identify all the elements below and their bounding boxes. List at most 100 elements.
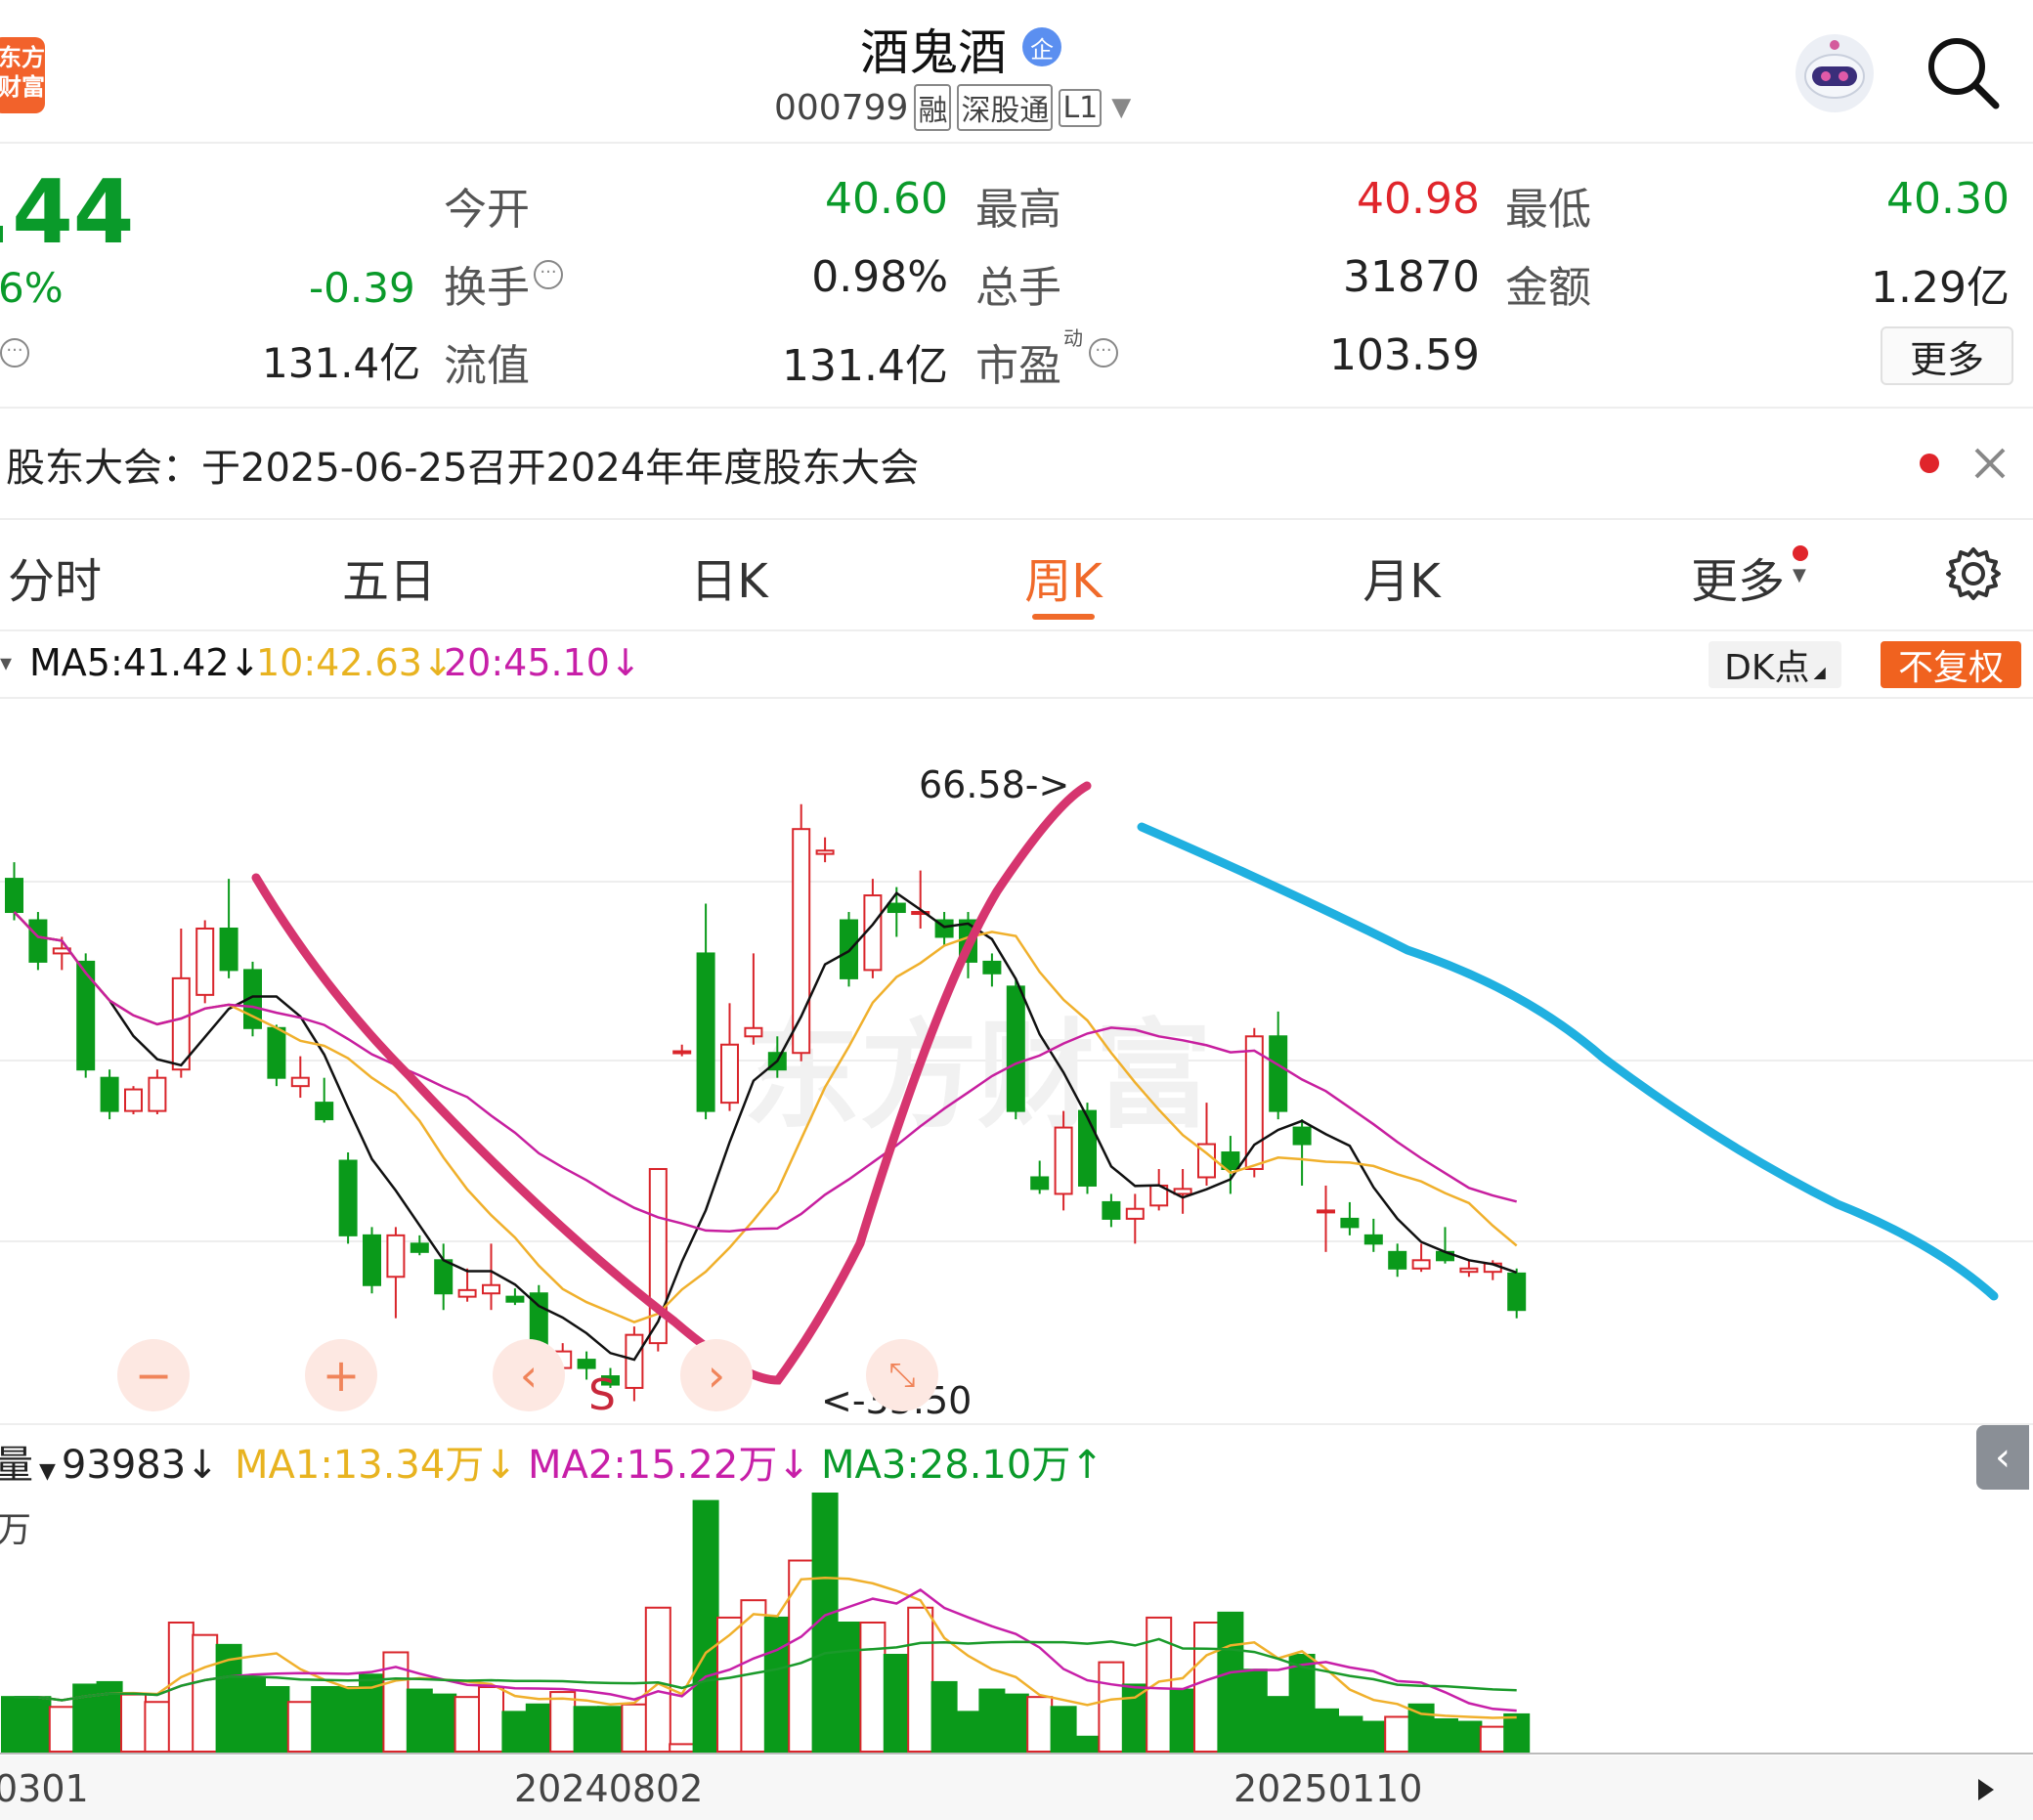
ma5-legend-value: MA5:41.42 <box>29 641 230 684</box>
volume-bar <box>955 1711 981 1753</box>
x-axis-label-end: 20250110 <box>1233 1767 1423 1810</box>
tab-five-day[interactable]: 五日 <box>341 554 437 609</box>
enterprise-badge-text: 企 <box>1030 35 1054 64</box>
fullscreen-button[interactable]: ⤡ <box>866 1339 938 1411</box>
unread-dot <box>1920 454 1939 473</box>
volume-bar <box>621 1703 648 1753</box>
change-value: -0.39 <box>309 264 415 312</box>
pe-info-icon[interactable]: ··· <box>1089 338 1118 368</box>
ma20-legend: 20:45.10↓ <box>444 641 641 684</box>
volume-bar <box>978 1688 1006 1754</box>
candle-body <box>840 919 858 979</box>
play-icon[interactable] <box>1970 1775 2000 1804</box>
volume-bar <box>597 1706 624 1753</box>
search-icon[interactable] <box>1924 33 2002 111</box>
info-icon[interactable]: ··· <box>0 338 29 368</box>
volume-bar <box>1479 1725 1506 1754</box>
app-logo[interactable]: 东方财富 <box>0 37 45 113</box>
dk-point-button[interactable]: DK点 ◢ <box>1709 641 1841 688</box>
ma-dropdown-caret-icon[interactable]: ▾ <box>0 649 13 676</box>
volume-bar <box>1002 1693 1029 1754</box>
more-quote-button[interactable]: 更多 <box>1881 326 2013 385</box>
vol-ma3-legend: MA3:28.10万↑ <box>821 1433 1103 1490</box>
turnover-info-icon[interactable]: ··· <box>534 260 563 289</box>
ma5-legend: MA5:41.42↓ <box>29 641 260 684</box>
candle-body <box>1078 1109 1097 1187</box>
ma20-legend-value: 20:45.10 <box>444 641 610 684</box>
volume-bar <box>788 1559 815 1753</box>
label-amount: 金额 <box>1505 263 1591 313</box>
volume-bar <box>501 1711 529 1753</box>
volume-bar <box>1407 1703 1435 1753</box>
ma10-trend-icon: ↓ <box>421 641 454 684</box>
tab-intraday[interactable]: 分时 <box>7 554 103 609</box>
ma5-trend-icon: ↓ <box>229 641 261 684</box>
vol-ma3-value: MA3:28.10万 <box>821 1443 1071 1488</box>
tag-l1: L1 <box>1059 88 1103 127</box>
scroll-right-button[interactable]: › <box>680 1339 753 1411</box>
value-pe: 103.59 <box>1329 330 1480 380</box>
vol-trend-icon: ↓ <box>186 1443 219 1488</box>
volume-bar <box>1384 1715 1411 1753</box>
volume-bar <box>1265 1696 1292 1753</box>
volume-bar <box>1074 1735 1101 1753</box>
candle-body <box>219 927 238 972</box>
tab-more[interactable]: 更多 <box>1690 554 1786 609</box>
chevron-down-icon[interactable]: ▼ <box>1111 93 1132 122</box>
candle-body <box>744 1026 763 1038</box>
volume-bar <box>1026 1696 1054 1753</box>
candle-body <box>1006 985 1025 1112</box>
volume-bar <box>836 1622 862 1753</box>
candle-body <box>1030 1176 1050 1191</box>
label-low: 最低 <box>1505 185 1591 235</box>
volume-bar <box>144 1701 171 1754</box>
collapse-panel-button[interactable]: ‹ <box>1976 1425 2029 1490</box>
candle-body <box>434 1259 454 1295</box>
volume-bar <box>669 1743 696 1753</box>
vol-label[interactable]: 量 <box>0 1443 33 1488</box>
tab-daily-k[interactable]: 日K <box>690 554 768 609</box>
change-percent: 6% <box>0 264 64 312</box>
stock-code: 000799 <box>774 87 909 128</box>
volume-bar <box>1146 1616 1173 1753</box>
x-axis-label-mid: 20240802 <box>514 1767 704 1810</box>
volume-bar <box>334 1686 362 1753</box>
candle-body <box>195 927 215 996</box>
dk-caret-icon: ◢ <box>1813 662 1826 681</box>
volume-bar <box>525 1703 552 1753</box>
label-pe: 市盈 <box>975 341 1061 391</box>
vol-ma2-trend-icon: ↓ <box>777 1443 810 1488</box>
volume-bar <box>1432 1718 1458 1753</box>
volume-bar <box>1193 1622 1220 1753</box>
robot-assistant-icon[interactable] <box>1791 29 1879 117</box>
vol-value: 93983 <box>61 1443 187 1488</box>
stock-name: 酒鬼酒 <box>860 24 1007 81</box>
ma10-legend-value: 10:42.63 <box>256 641 422 684</box>
label-turnover: 换手 <box>444 263 530 313</box>
announcement-text[interactable]: 股东大会：于2025-06-25召开2024年年度股东大会 <box>6 446 920 491</box>
candle-body <box>457 1288 477 1298</box>
close-icon[interactable] <box>1970 444 2010 483</box>
zoom-out-button[interactable]: − <box>117 1339 190 1411</box>
candle-body <box>28 919 48 963</box>
volume-chart[interactable] <box>0 1490 2033 1755</box>
tab-more-caret-icon: ▼ <box>1793 565 1806 585</box>
dk-point-label: DK点 <box>1724 648 1810 688</box>
candle-body <box>290 1076 310 1088</box>
label-high: 最高 <box>975 185 1061 235</box>
settings-gear-icon[interactable] <box>1945 545 2002 602</box>
volume-bar <box>1 1696 27 1753</box>
ma10-line <box>13 911 1518 1323</box>
candle-body <box>1292 1126 1312 1146</box>
weekly-k-chart[interactable]: 东方财富 66.58-> <-33.50 S <box>0 696 2033 1419</box>
adjustment-button[interactable]: 不复权 <box>1881 641 2021 688</box>
candle-body <box>887 902 906 914</box>
tab-weekly-k[interactable]: 周K <box>1024 554 1103 609</box>
candle-body <box>363 1234 381 1286</box>
volume-bar <box>311 1686 338 1753</box>
zoom-in-button[interactable]: + <box>305 1339 377 1411</box>
vol-caret-icon[interactable]: ▼ <box>39 1459 56 1484</box>
tab-monthly-k[interactable]: 月K <box>1363 554 1441 609</box>
scroll-left-button[interactable]: ‹ <box>493 1339 565 1411</box>
tab-active-indicator <box>1032 614 1095 620</box>
